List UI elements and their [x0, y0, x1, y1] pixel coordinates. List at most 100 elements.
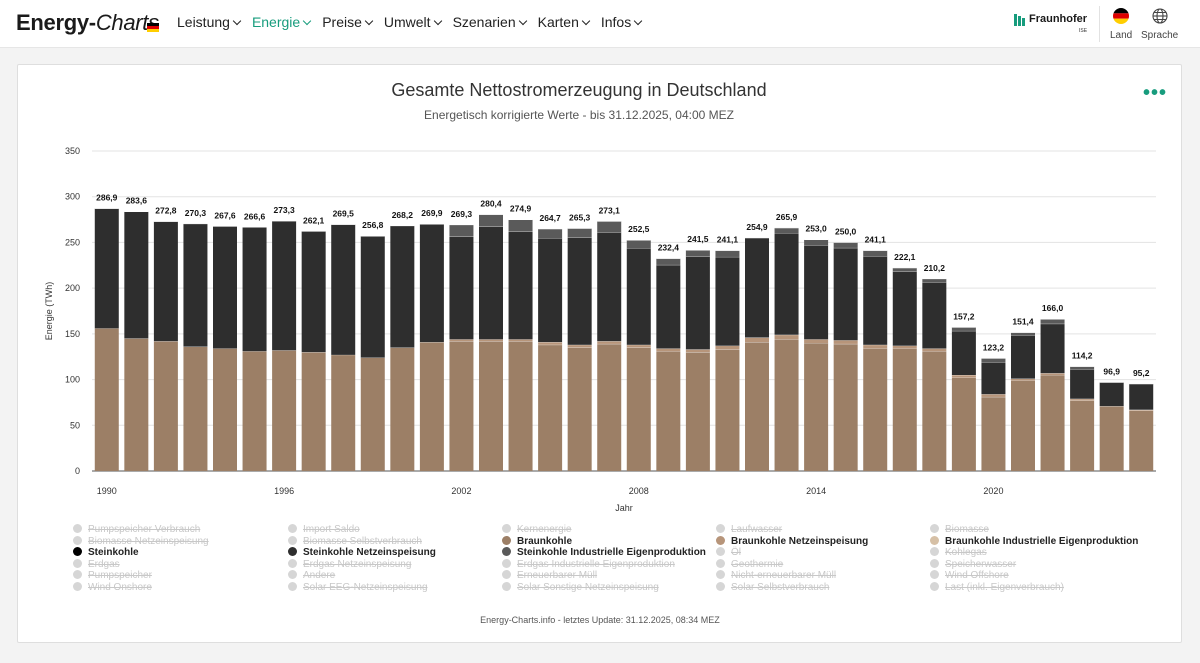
legend-item-biomasse-selbstverbrauch[interactable]: Biomasse Selbstverbrauch [288, 535, 422, 547]
legend-label: Laufwasser [731, 524, 783, 535]
legend-item-braunkohle-netzeinspeisung[interactable]: Braunkohle Netzeinspeisung [716, 535, 869, 547]
legend-item-erdgas-netzeinspeisung[interactable]: Erdgas Netzeinspeisung [288, 558, 412, 570]
legend-item-import-saldo[interactable]: Import Saldo [288, 524, 360, 535]
chevron-down-icon [581, 16, 591, 25]
language-selector[interactable]: Sprache [1141, 8, 1178, 41]
legend-label: Wind Offshore [945, 570, 1009, 582]
legend-swatch [288, 535, 297, 545]
legend-swatch [930, 547, 939, 557]
legend-label: Erdgas Netzeinspeisung [303, 558, 412, 570]
legend-swatch [502, 558, 511, 568]
germany-flag-round-icon [1113, 8, 1130, 24]
legend-item-nicht-erneuerbarer-müll[interactable]: Nicht-erneuerbarer Müll [716, 570, 836, 581]
top-navigation-bar: Energy-Charts Leistung Energie Preise Um… [0, 0, 1200, 48]
chevron-down-icon [633, 16, 643, 25]
legend-item-speicherwasser[interactable]: Speicherwasser [930, 558, 1016, 570]
nav-szenarien[interactable]: Szenarien [453, 14, 527, 30]
legend-swatch [502, 582, 511, 591]
legend-item-kernenergie[interactable]: Kernenergie [502, 524, 571, 535]
chevron-down-icon [433, 16, 442, 25]
legend-swatch [73, 570, 82, 580]
chart-credits: Energy-Charts.info - letztes Update: 31.… [480, 615, 720, 625]
legend-label: Braunkohle Netzeinspeisung [731, 535, 869, 547]
legend-item-pumpspeicher[interactable]: Pumpspeicher [73, 570, 152, 581]
chart-menu-button[interactable]: ••• [1143, 82, 1168, 104]
nav-preise[interactable]: Preise [322, 14, 374, 30]
nav-infos[interactable]: Infos [601, 14, 643, 30]
country-selector[interactable]: Land [1110, 8, 1132, 41]
nav-energie[interactable]: Energie [252, 14, 312, 30]
legend-label: Last (inkl. Eigenverbrauch) [945, 582, 1064, 593]
legend-swatch [716, 535, 725, 545]
legend-swatch [502, 524, 511, 533]
legend-item-braunkohle-industrielle-eigenproduktion[interactable]: Braunkohle Industrielle Eigenproduktion [930, 535, 1139, 547]
nav-umwelt[interactable]: Umwelt [384, 14, 442, 30]
legend-item-biomasse-netzeinspeisung[interactable]: Biomasse Netzeinspeisung [73, 535, 209, 547]
legend-swatch [73, 547, 82, 557]
brand-main: Energy- [16, 10, 96, 35]
legend-swatch [716, 547, 725, 557]
brand-logo[interactable]: Energy-Charts [16, 10, 159, 36]
legend-swatch [930, 524, 939, 533]
legend-label: Erneuerbarer Müll [517, 570, 598, 582]
legend-label: Braunkohle [517, 535, 573, 547]
legend-item-laufwasser[interactable]: Laufwasser [716, 524, 782, 535]
legend-item-solar-eeg-netzeinspeisung[interactable]: Solar EEG-Netzeinspeisung [288, 582, 428, 593]
legend-item-steinkohle[interactable]: Steinkohle [73, 547, 139, 558]
legend-swatch [288, 558, 297, 568]
legend-label: Biomasse Selbstverbrauch [303, 535, 422, 547]
legend-swatch [288, 524, 297, 533]
legend-item-öl[interactable]: Öl [716, 547, 741, 558]
legend-item-wind-offshore[interactable]: Wind Offshore [930, 570, 1009, 581]
nav-karten[interactable]: Karten [538, 14, 591, 30]
sprache-label: Sprache [1141, 30, 1179, 41]
legend-label: Steinkohle Industrielle Eigenproduktion [517, 547, 706, 559]
legend-swatch [716, 582, 725, 591]
germany-flag-icon [147, 23, 159, 32]
chart-subtitle: Energetisch korrigierte Werte - bis 31.1… [424, 108, 734, 122]
legend-swatch [288, 570, 297, 580]
legend-item-erdgas-industrielle-eigenproduktion[interactable]: Erdgas Industrielle Eigenproduktion [502, 558, 675, 570]
legend-item-erneuerbarer-müll[interactable]: Erneuerbarer Müll [502, 570, 597, 581]
legend-label: Solar Selbstverbrauch [731, 582, 830, 593]
legend-label: Solar EEG-Netzeinspeisung [303, 582, 428, 593]
legend-item-andere[interactable]: Andere [288, 570, 335, 581]
legend-swatch [73, 524, 82, 533]
legend-swatch [930, 558, 939, 568]
legend-item-pumpspeicher-verbrauch[interactable]: Pumpspeicher Verbrauch [73, 524, 200, 535]
legend-item-kohlegas[interactable]: Kohlegas [930, 547, 987, 558]
legend-swatch [73, 558, 82, 568]
legend-item-erdgas[interactable]: Erdgas [73, 558, 120, 570]
main-nav: Leistung Energie Preise Umwelt Szenarien… [177, 14, 653, 30]
chevron-down-icon [232, 16, 242, 25]
legend-swatch [930, 535, 939, 545]
legend-item-braunkohle[interactable]: Braunkohle [502, 535, 573, 547]
legend-label: Braunkohle Industrielle Eigenproduktion [945, 535, 1139, 547]
legend-item-last-inkl-eigenverbrauch-[interactable]: Last (inkl. Eigenverbrauch) [930, 582, 1064, 593]
fraunhofer-logo[interactable]: Fraunhofer [1014, 13, 1087, 26]
legend-item-solar-sonstige-netzeinspeisung[interactable]: Solar Sonstige Netzeinspeisung [502, 582, 659, 593]
legend-item-solar-selbstverbrauch[interactable]: Solar Selbstverbrauch [716, 582, 829, 593]
legend-swatch [930, 582, 939, 591]
legend-label: Solar Sonstige Netzeinspeisung [517, 582, 659, 593]
legend-item-biomasse[interactable]: Biomasse [930, 524, 989, 535]
legend-item-wind-onshore[interactable]: Wind Onshore [73, 582, 152, 593]
legend-item-geothermie[interactable]: Geothermie [716, 558, 783, 570]
legend-swatch [288, 582, 297, 591]
legend-label: Kernenergie [517, 524, 572, 535]
legend-label: Kohlegas [945, 547, 987, 559]
nav-leistung[interactable]: Leistung [177, 14, 242, 30]
legend-swatch [716, 570, 725, 580]
legend-swatch [502, 535, 511, 545]
legend-swatch [73, 582, 82, 591]
legend-swatch [288, 547, 297, 557]
chevron-down-icon [302, 16, 312, 25]
legend-label: Erdgas [88, 558, 120, 570]
legend-label: Öl [731, 547, 741, 559]
legend-swatch [73, 535, 82, 545]
legend-label: Steinkohle Netzeinspeisung [303, 547, 436, 559]
legend-label: Biomasse Netzeinspeisung [88, 535, 209, 547]
legend-item-steinkohle-netzeinspeisung[interactable]: Steinkohle Netzeinspeisung [288, 547, 436, 558]
chevron-down-icon [518, 16, 527, 25]
legend-item-steinkohle-industrielle-eigenproduktion[interactable]: Steinkohle Industrielle Eigenproduktion [502, 547, 706, 558]
